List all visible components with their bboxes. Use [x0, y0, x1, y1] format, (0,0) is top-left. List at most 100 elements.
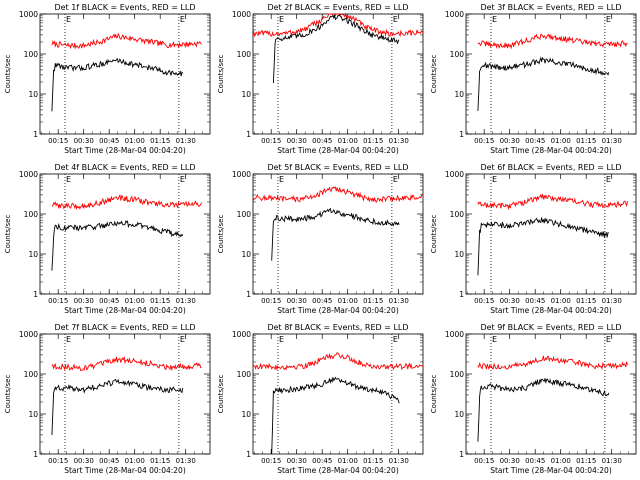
y-tick-label: 10: [28, 90, 38, 99]
series-lld: [477, 33, 628, 50]
plot-frame: [465, 333, 637, 455]
y-axis-label: Counts/sec: [217, 55, 225, 94]
x-tick-label: 01:15: [576, 137, 596, 145]
y-axis-label: Counts/sec: [430, 55, 438, 94]
y-tick-label: 100: [24, 210, 39, 219]
series-lld: [51, 193, 202, 210]
x-tick-label: 01:15: [363, 137, 383, 145]
x-axis-label: Start Time (28-Mar-04 00:04:20): [64, 306, 186, 315]
y-tick-label: 1000: [232, 170, 251, 179]
panel-3: Det 3f BLACK = Events, RED = LLD Counts/s…: [430, 3, 637, 155]
y-tick-label: 1000: [232, 330, 251, 339]
series-events: [271, 376, 400, 454]
x-tick-label: 01:30: [176, 457, 196, 465]
series-events: [477, 56, 610, 111]
x-tick-label: 00:15: [474, 137, 494, 145]
x-tick-label: 01:15: [150, 297, 170, 305]
y-tick-label: 1000: [445, 170, 464, 179]
x-tick-label: 01:15: [363, 457, 383, 465]
event-marker-label: E: [393, 175, 398, 184]
event-marker-label: E: [606, 15, 611, 24]
x-tick-label: 01:00: [125, 297, 145, 305]
event-marker-label: E: [180, 175, 185, 184]
x-tick-label: 00:45: [312, 137, 332, 145]
x-tick-label: 00:30: [287, 297, 307, 305]
event-marker-label: E: [492, 335, 497, 344]
x-tick-label: 01:00: [338, 297, 358, 305]
panel-5: Det 5f BLACK = Events, RED = LLD Counts/s…: [217, 163, 424, 315]
x-tick-label: 00:30: [500, 457, 520, 465]
x-tick-label: 01:30: [176, 297, 196, 305]
y-axis-label: Counts/sec: [4, 55, 12, 94]
event-marker-label: E: [66, 335, 71, 344]
y-tick-label: 10: [241, 90, 251, 99]
y-tick-label: 1: [246, 130, 251, 139]
y-tick-label: 10: [28, 410, 38, 419]
y-tick-label: 1: [33, 290, 38, 299]
panel-8: Det 8f BLACK = Events, RED = LLD Counts/s…: [217, 323, 424, 475]
x-tick-label: 00:15: [261, 137, 281, 145]
y-tick-label: 10: [454, 90, 464, 99]
x-tick-label: 00:15: [474, 457, 494, 465]
series-lld: [252, 186, 424, 203]
panel-title: Det 4f BLACK = Events, RED = LLD: [54, 163, 195, 172]
y-tick-label: 1: [459, 450, 464, 459]
y-tick-label: 10: [241, 250, 251, 259]
y-tick-label: 1000: [19, 330, 38, 339]
panel-title: Det 8f BLACK = Events, RED = LLD: [267, 323, 408, 332]
panel-title: Det 2f BLACK = Events, RED = LLD: [267, 3, 408, 12]
y-tick-label: 100: [237, 370, 252, 379]
x-tick-label: 00:15: [48, 297, 68, 305]
y-tick-label: 100: [450, 210, 465, 219]
y-tick-label: 1000: [445, 330, 464, 339]
event-marker-label: E: [393, 335, 398, 344]
x-tick-label: 01:30: [602, 457, 622, 465]
event-marker-label: E: [606, 175, 611, 184]
series-lld: [477, 193, 628, 211]
x-tick-label: 00:30: [500, 137, 520, 145]
event-marker-label: E: [606, 335, 611, 344]
x-tick-label: 00:15: [48, 137, 68, 145]
x-tick-label: 00:45: [312, 457, 332, 465]
y-tick-label: 100: [24, 370, 39, 379]
y-tick-label: 1: [33, 130, 38, 139]
panel-title: Det 5f BLACK = Events, RED = LLD: [267, 163, 408, 172]
plot-frame: [39, 173, 211, 295]
x-tick-label: 01:00: [551, 297, 571, 305]
y-tick-label: 1: [459, 130, 464, 139]
series-events: [51, 220, 184, 271]
x-tick-label: 01:15: [150, 137, 170, 145]
y-tick-label: 10: [454, 410, 464, 419]
x-tick-label: 01:30: [176, 137, 196, 145]
x-axis-label: Start Time (28-Mar-04 00:04:20): [64, 146, 186, 155]
x-tick-label: 01:00: [551, 137, 571, 145]
x-tick-label: 00:30: [500, 297, 520, 305]
x-tick-label: 01:30: [389, 297, 409, 305]
event-marker-label: E: [279, 335, 284, 344]
x-axis-label: Start Time (28-Mar-04 00:04:20): [490, 466, 612, 475]
panel-7: Det 7f BLACK = Events, RED = LLD Counts/s…: [4, 323, 211, 475]
x-tick-label: 00:15: [261, 297, 281, 305]
x-tick-label: 00:15: [261, 457, 281, 465]
x-tick-label: 01:30: [602, 297, 622, 305]
y-axis-label: Counts/sec: [4, 375, 12, 414]
event-marker-label: E: [279, 15, 284, 24]
y-tick-label: 1000: [19, 170, 38, 179]
y-tick-label: 1000: [445, 10, 464, 19]
event-marker-label: E: [180, 15, 185, 24]
x-tick-label: 00:30: [74, 457, 94, 465]
y-tick-label: 1: [246, 290, 251, 299]
event-marker-label: E: [66, 175, 71, 184]
plot-frame: [39, 333, 211, 455]
y-tick-label: 100: [450, 50, 465, 59]
panel-title: Det 9f BLACK = Events, RED = LLD: [480, 323, 621, 332]
x-tick-label: 01:00: [125, 457, 145, 465]
x-axis-label: Start Time (28-Mar-04 00:04:20): [277, 466, 399, 475]
x-tick-label: 01:00: [338, 137, 358, 145]
x-tick-label: 01:30: [389, 457, 409, 465]
plot-frame: [252, 13, 424, 135]
series-lld: [477, 355, 628, 371]
series-events: [477, 217, 610, 276]
panel-9: Det 9f BLACK = Events, RED = LLD Counts/s…: [430, 323, 637, 475]
